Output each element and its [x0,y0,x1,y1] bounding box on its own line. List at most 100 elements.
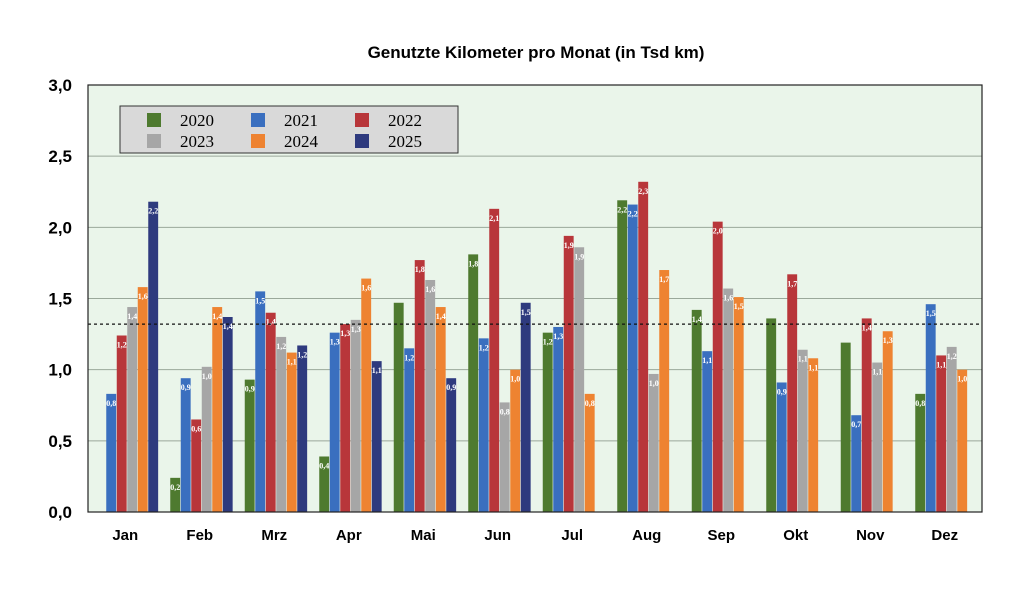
bar-value-label: 1,2 [297,350,307,359]
bar [925,304,936,512]
bar-value-label: 1,1 [872,368,882,377]
y-tick-label: 0,0 [48,503,72,522]
bar-value-label: 1,4 [862,323,872,332]
x-tick-label: Feb [186,527,213,544]
bar [265,312,276,512]
bar-value-label: 1,3 [553,332,563,341]
y-axis: 0,0 0,5 1,0 1,5 2,0 2,5 3,0 [48,76,72,522]
bar-value-label: 2,2 [628,210,638,219]
bar [638,181,649,512]
bars: 0,81,21,41,62,20,20,90,61,01,41,40,91,51… [106,181,967,513]
bar [861,318,872,512]
bar-value-label: 1,3 [351,325,361,334]
bar [371,361,382,512]
bar [222,317,233,512]
bar-value-label: 2,0 [713,227,723,236]
bar-value-label: 1,0 [202,372,212,381]
bar [776,382,787,512]
bar-value-label: 1,6 [361,284,371,293]
bar-value-label: 0,8 [500,407,510,416]
bar-value-label: 1,2 [404,353,414,362]
bar [404,348,415,512]
bar [702,351,713,512]
y-tick-label: 1,0 [48,361,72,380]
legend-swatch [147,113,161,127]
bar [468,254,479,513]
bar [787,274,798,512]
y-tick-label: 2,0 [48,218,72,237]
bar [340,324,351,512]
bar [191,419,202,512]
bar [712,221,723,512]
bar-value-label: 2,1 [489,214,499,223]
legend-label: 2023 [180,132,214,151]
bar [851,415,862,512]
bar [499,402,510,512]
bar [106,393,117,512]
bar [872,362,883,512]
x-tick-label: Mai [411,527,436,544]
bar-value-label: 1,2 [276,342,286,351]
bar [733,297,744,512]
bar [542,332,553,512]
legend-box [119,105,459,154]
bar [148,201,159,513]
bar-value-label: 1,4 [692,315,702,324]
bar-value-label: 1,7 [787,279,797,288]
x-tick-label: Okt [783,527,808,544]
bar [116,335,127,512]
bar-value-label: 1,2 [947,352,957,361]
bar-value-label: 0,9 [245,385,255,394]
bar-value-label: 1,5 [521,308,531,317]
bar-value-label: 0,8 [585,399,595,408]
y-tick-label: 3,0 [48,76,72,95]
bar [915,393,926,512]
bar-value-label: 1,1 [936,360,946,369]
bar-value-label: 1,1 [808,363,818,372]
legend-swatch [251,113,265,127]
bar [574,247,585,512]
bar [393,302,404,512]
bar-value-label: 1,7 [659,275,669,284]
y-tick-label: 0,5 [48,432,72,451]
x-axis: Jan Feb Mrz Apr Mai Jun Jul Aug Sep Okt Nov Dez [112,527,958,544]
bar-value-label: 1,4 [212,312,222,321]
bar-value-label: 1,3 [340,329,350,338]
bar [276,336,287,512]
bar-value-label: 0,8 [106,399,116,408]
plot-border [87,84,983,513]
bar [659,270,670,512]
x-tick-label: Sep [707,527,735,544]
bar [201,366,212,512]
y-tick-label: 2,5 [48,147,72,166]
x-tick-label: Nov [856,527,885,544]
legend-swatch [147,134,161,148]
bar-value-label: 2,3 [638,187,648,196]
bar-value-label: 2,2 [148,207,158,216]
bar [766,318,777,512]
bar-value-label: 1,1 [702,356,712,365]
bar [435,307,446,512]
bar-value-label: 1,6 [723,294,733,303]
bar-value-label: 1,4 [127,312,137,321]
bar [478,338,489,512]
bar-value-label: 1,6 [425,285,435,294]
bar [840,342,851,512]
bar [425,279,436,512]
bar-value-label: 1,9 [574,252,584,261]
bar [297,345,308,512]
bar [584,393,595,512]
bar-value-label: 0,4 [319,461,329,470]
bar [627,204,638,512]
bar-value-label: 1,0 [510,375,520,384]
bar-value-label: 0,9 [181,383,191,392]
legend-label: 2021 [284,111,318,130]
bar-value-label: 1,0 [649,379,659,388]
x-tick-label: Aug [632,527,661,544]
bar [946,346,957,512]
bar-value-label: 1,6 [138,292,148,301]
legend-swatch [355,134,369,148]
x-tick-label: Apr [336,527,362,544]
y-tick-label: 1,5 [48,290,72,309]
bar [648,373,659,512]
